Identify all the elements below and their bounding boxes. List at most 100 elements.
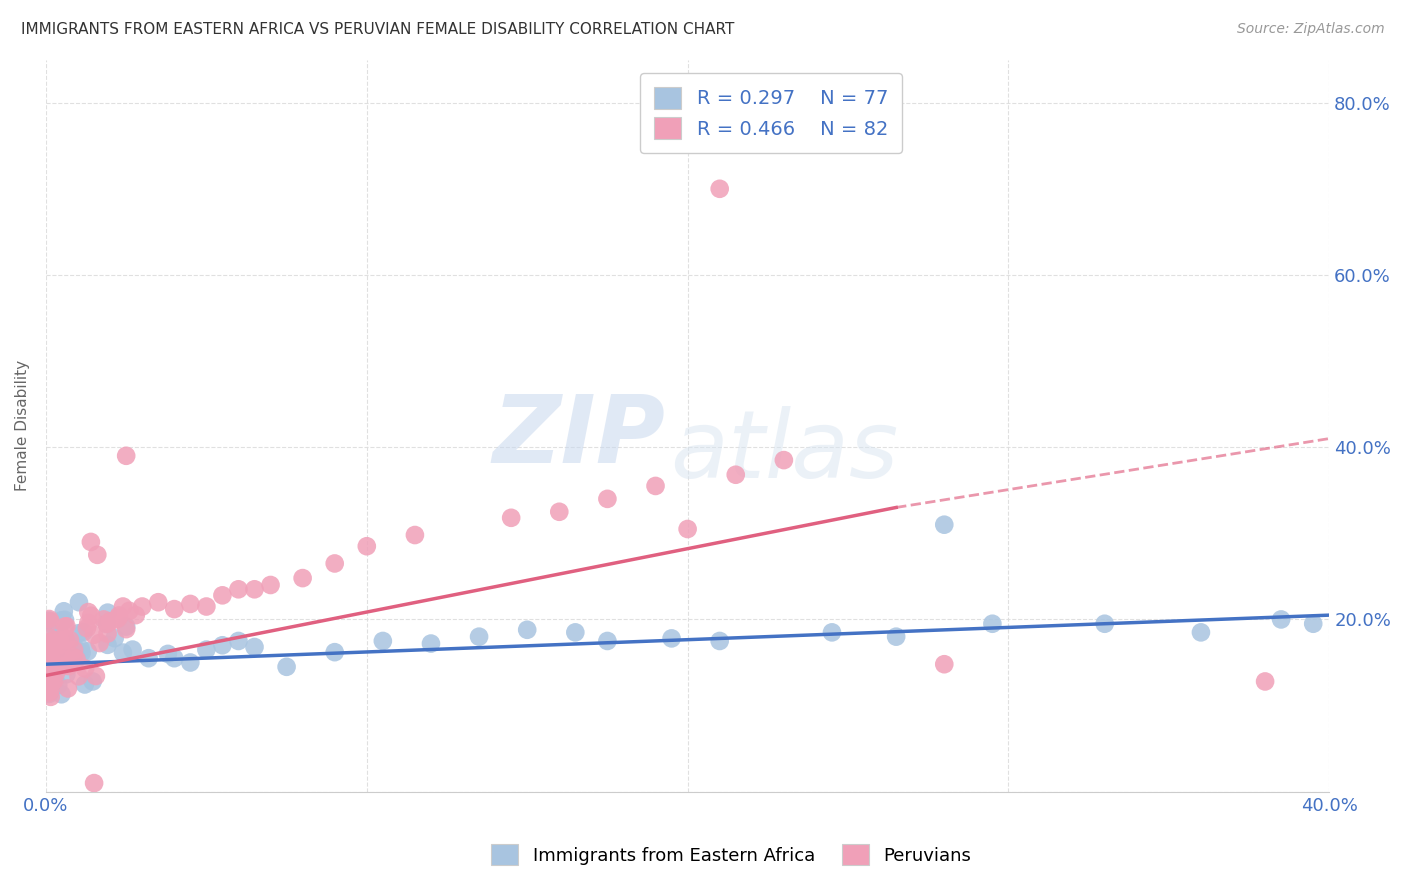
Point — [125, 608, 148, 623]
Point — [404, 528, 426, 542]
Point — [53, 619, 76, 633]
Point — [115, 619, 138, 633]
Point — [323, 557, 346, 571]
Point — [69, 641, 91, 656]
Point — [981, 616, 1004, 631]
Point — [89, 636, 111, 650]
Point — [107, 611, 129, 625]
Point — [259, 578, 281, 592]
Point — [934, 657, 956, 672]
Point — [80, 608, 103, 623]
Point — [38, 631, 60, 645]
Point — [58, 652, 80, 666]
Point — [83, 628, 105, 642]
Point — [115, 449, 138, 463]
Point — [56, 681, 79, 696]
Point — [821, 625, 844, 640]
Point — [468, 630, 491, 644]
Point — [420, 636, 443, 650]
Point — [67, 626, 90, 640]
Point — [38, 612, 60, 626]
Point — [46, 660, 69, 674]
Point — [46, 640, 69, 655]
Text: atlas: atlas — [669, 406, 898, 497]
Point — [564, 625, 586, 640]
Point — [179, 656, 201, 670]
Point — [39, 649, 62, 664]
Point — [676, 522, 699, 536]
Point — [773, 453, 796, 467]
Point — [121, 642, 143, 657]
Point — [44, 668, 66, 682]
Point — [51, 613, 73, 627]
Point — [96, 638, 118, 652]
Point — [371, 634, 394, 648]
Legend: R = 0.297    N = 77, R = 0.466    N = 82: R = 0.297 N = 77, R = 0.466 N = 82 — [640, 73, 901, 153]
Point — [39, 690, 62, 704]
Point — [516, 623, 538, 637]
Point — [46, 678, 69, 692]
Point — [76, 644, 98, 658]
Point — [1254, 674, 1277, 689]
Point — [38, 648, 60, 662]
Point — [73, 677, 96, 691]
Point — [55, 667, 77, 681]
Point — [156, 647, 179, 661]
Point — [65, 652, 87, 666]
Point — [148, 595, 170, 609]
Point — [39, 683, 62, 698]
Point — [108, 608, 131, 623]
Point — [62, 650, 84, 665]
Point — [67, 669, 90, 683]
Point — [58, 659, 80, 673]
Point — [84, 669, 107, 683]
Point — [52, 604, 75, 618]
Point — [356, 539, 378, 553]
Point — [96, 626, 118, 640]
Point — [77, 605, 100, 619]
Point — [77, 615, 100, 630]
Point — [709, 634, 731, 648]
Point — [724, 467, 747, 482]
Point — [195, 599, 218, 614]
Point — [118, 604, 141, 618]
Point — [596, 491, 619, 506]
Point — [75, 662, 97, 676]
Point — [39, 678, 62, 692]
Point — [661, 632, 683, 646]
Point — [38, 672, 60, 686]
Point — [38, 614, 60, 628]
Point — [52, 630, 75, 644]
Point — [51, 687, 73, 701]
Point — [644, 479, 666, 493]
Point — [548, 505, 571, 519]
Point — [41, 616, 63, 631]
Point — [63, 643, 86, 657]
Point — [51, 650, 73, 665]
Point — [52, 650, 75, 665]
Point — [596, 634, 619, 648]
Point — [41, 657, 63, 672]
Point — [49, 633, 72, 648]
Point — [51, 647, 73, 661]
Point — [228, 634, 250, 648]
Point — [41, 674, 63, 689]
Point — [45, 665, 67, 680]
Point — [41, 668, 63, 682]
Point — [55, 656, 77, 670]
Point — [76, 621, 98, 635]
Point — [38, 674, 60, 689]
Point — [55, 658, 77, 673]
Point — [1302, 616, 1324, 631]
Point — [96, 616, 118, 631]
Point — [41, 673, 63, 688]
Point — [45, 629, 67, 643]
Point — [46, 651, 69, 665]
Point — [934, 517, 956, 532]
Point — [211, 638, 233, 652]
Point — [44, 632, 66, 647]
Point — [38, 644, 60, 658]
Point — [70, 646, 93, 660]
Text: Source: ZipAtlas.com: Source: ZipAtlas.com — [1237, 22, 1385, 37]
Point — [63, 640, 86, 654]
